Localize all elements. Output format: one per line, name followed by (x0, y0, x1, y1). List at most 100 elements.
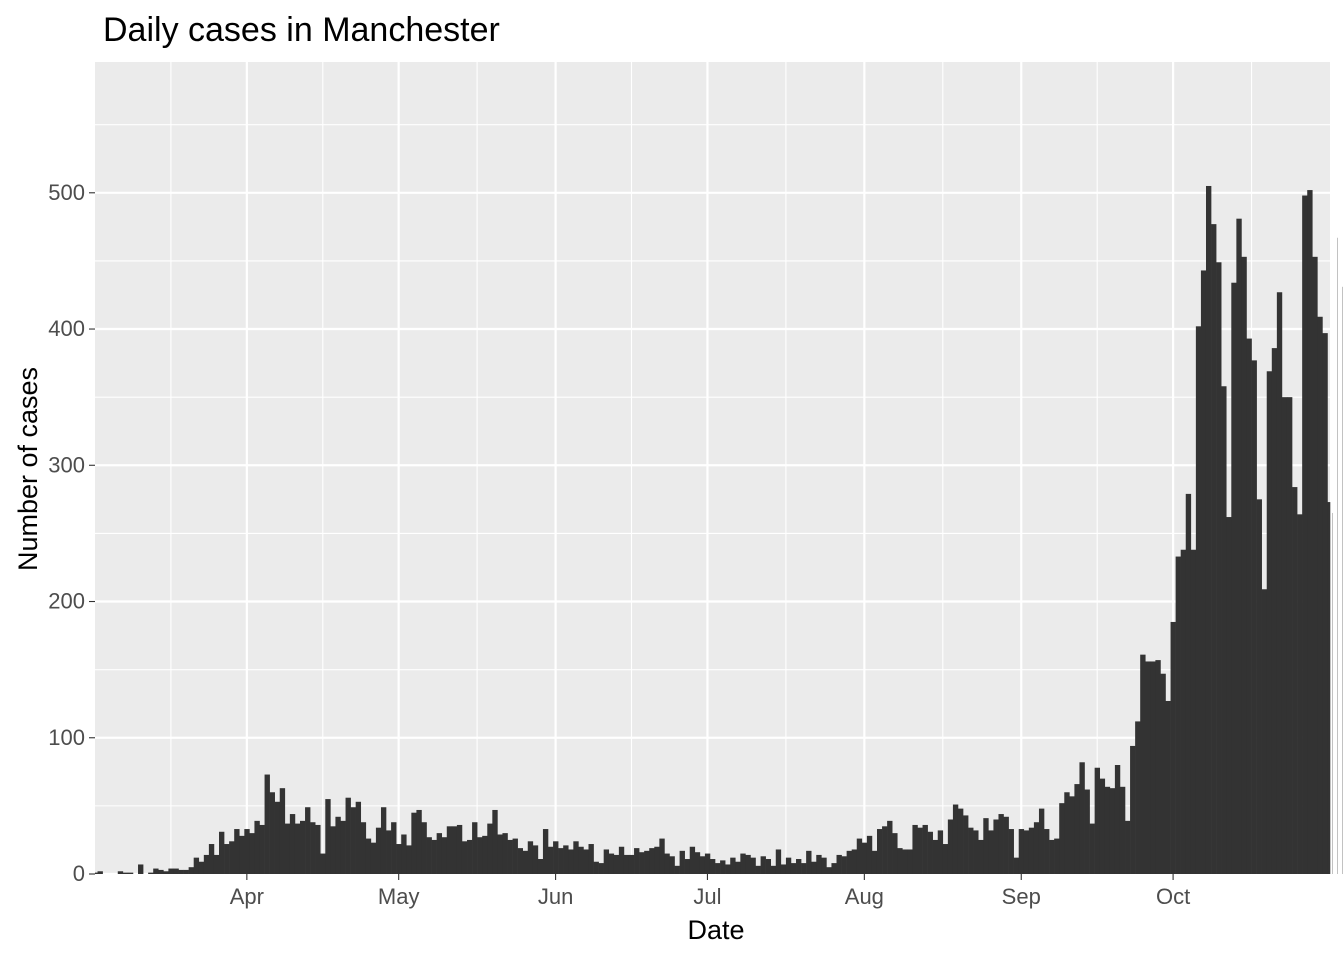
bar (1114, 765, 1121, 874)
bar (927, 831, 933, 874)
bar (198, 861, 205, 874)
bar (117, 871, 124, 874)
bar (851, 849, 858, 874)
bar (715, 863, 721, 874)
bar (1266, 371, 1273, 874)
bar (122, 872, 129, 874)
bar (745, 854, 751, 874)
bar (887, 820, 893, 874)
bar (1064, 792, 1070, 874)
bar (1180, 549, 1187, 874)
bar (456, 824, 463, 874)
bar (735, 861, 741, 874)
bar (289, 814, 296, 874)
bar (188, 867, 194, 874)
bar (1069, 796, 1075, 874)
bar (1205, 185, 1212, 874)
bar (932, 839, 939, 874)
bar (684, 859, 691, 874)
bar (1312, 256, 1318, 874)
bar (785, 857, 792, 874)
bar (446, 826, 453, 874)
bar (1286, 397, 1293, 874)
bar (239, 835, 245, 874)
bar (1145, 661, 1151, 874)
bar (330, 826, 336, 874)
bar (244, 829, 250, 874)
bar (634, 848, 640, 874)
x-axis-title: Date (687, 915, 744, 945)
bar (320, 853, 326, 874)
bar (558, 848, 564, 874)
bar (264, 774, 270, 874)
bar (229, 841, 235, 874)
bar (208, 844, 215, 874)
bar (1276, 292, 1283, 875)
x-tick-label: Aug (845, 884, 884, 909)
bar (259, 824, 265, 874)
bar (649, 848, 655, 874)
bar (138, 864, 144, 874)
x-tick-label: Sep (1002, 884, 1041, 909)
bar (1104, 786, 1111, 874)
bar (532, 845, 539, 874)
bar (1018, 829, 1025, 874)
bar (882, 826, 888, 874)
bar (704, 853, 711, 874)
bar (871, 850, 878, 874)
bar (365, 838, 372, 874)
bar (1054, 838, 1060, 874)
x-tick-label: Jun (538, 884, 573, 909)
bar (573, 841, 579, 874)
bar (406, 845, 412, 874)
bar (219, 831, 225, 874)
bar (1165, 700, 1171, 874)
bar (542, 829, 549, 874)
bar (1150, 661, 1156, 874)
bar (679, 850, 685, 874)
bar (598, 863, 604, 874)
bar (193, 857, 200, 874)
bar (1261, 589, 1268, 874)
bar (1195, 326, 1202, 874)
bar (158, 869, 164, 874)
bar (699, 856, 706, 874)
bar (796, 859, 802, 874)
bar (902, 849, 908, 874)
bar (912, 824, 918, 874)
bar (760, 856, 766, 874)
bar (1185, 493, 1192, 874)
bar (1155, 660, 1161, 874)
bar (866, 835, 873, 874)
bar (922, 824, 928, 874)
bar (451, 826, 458, 874)
bar (563, 845, 569, 874)
bar (370, 842, 377, 874)
bar (148, 872, 154, 874)
bar (639, 852, 645, 874)
bar (801, 863, 807, 874)
bar (578, 846, 584, 874)
bar (1023, 830, 1030, 874)
x-tick-label: May (378, 884, 420, 909)
bar (1211, 224, 1217, 875)
bar (350, 807, 356, 874)
bar (978, 839, 984, 874)
bar (1200, 270, 1207, 874)
bar (431, 839, 437, 874)
bar (993, 819, 999, 874)
bar (279, 788, 286, 874)
bar (360, 822, 367, 874)
y-tick-label: 0 (73, 861, 85, 886)
bar (1307, 190, 1313, 874)
bar (1327, 502, 1331, 874)
bar (831, 863, 837, 874)
bar (973, 830, 979, 874)
bar (770, 865, 777, 874)
bar (391, 822, 397, 874)
bar (750, 857, 756, 874)
bar (97, 871, 103, 874)
bar (203, 854, 210, 874)
bar (1109, 788, 1116, 874)
bar (305, 807, 311, 874)
